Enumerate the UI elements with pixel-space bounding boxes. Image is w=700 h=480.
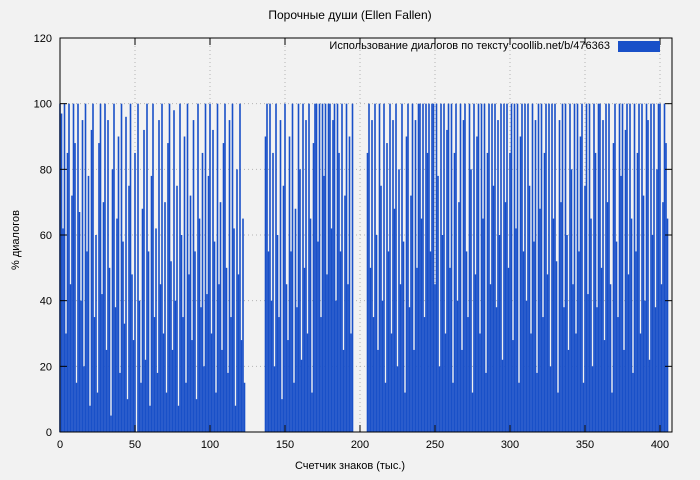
y-tick-label: 120 xyxy=(34,33,52,45)
x-tick-label: 250 xyxy=(426,439,444,451)
x-tick-label: 0 xyxy=(57,439,63,451)
y-tick-label: 20 xyxy=(40,361,52,373)
legend-label: Использование диалогов по тексту coollib… xyxy=(329,40,610,52)
x-tick-label: 100 xyxy=(201,439,219,451)
y-tick-label: 100 xyxy=(34,99,52,111)
x-tick-label: 300 xyxy=(501,439,519,451)
x-tick-label: 350 xyxy=(576,439,594,451)
x-tick-label: 150 xyxy=(276,439,294,451)
x-tick-label: 50 xyxy=(129,439,141,451)
y-tick-label: 40 xyxy=(40,296,52,308)
chart-title: Порочные души (Ellen Fallen) xyxy=(268,8,432,22)
x-tick-label: 400 xyxy=(651,439,669,451)
y-tick-label: 80 xyxy=(40,164,52,176)
x-tick-label: 200 xyxy=(351,439,369,451)
legend-swatch xyxy=(618,40,660,52)
y-axis-label: % диалогов xyxy=(10,210,22,270)
x-axis-label: Счетчик знаков (тыс.) xyxy=(294,460,406,472)
bars-series xyxy=(59,103,669,433)
legend: Использование диалогов по тексту coollib… xyxy=(329,40,660,52)
y-tick-label: 60 xyxy=(40,230,52,242)
y-tick-label: 0 xyxy=(46,427,52,439)
